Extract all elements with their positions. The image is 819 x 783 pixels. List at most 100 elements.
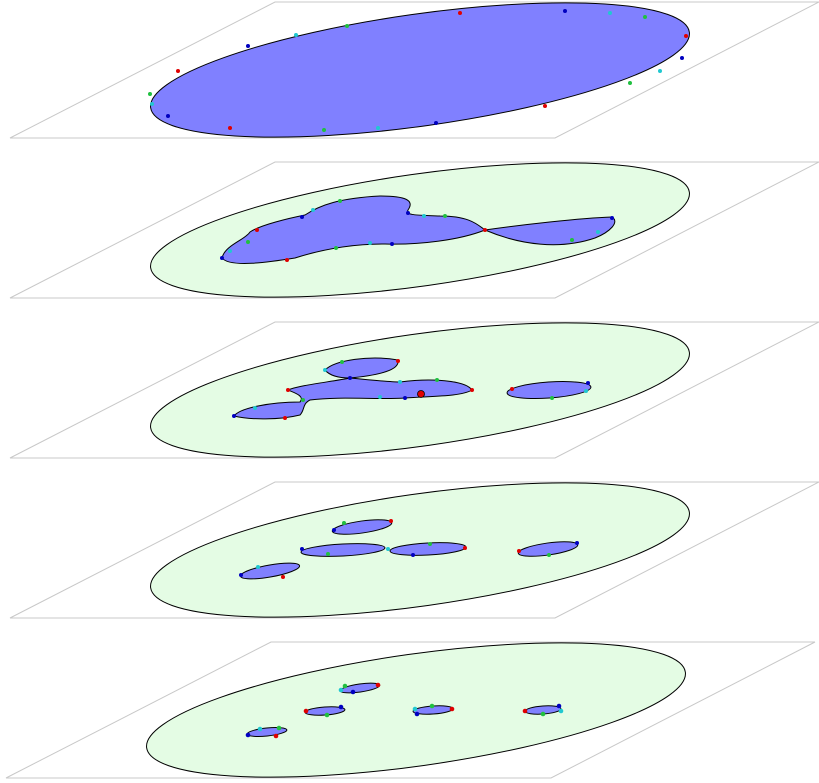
plane xyxy=(5,641,816,779)
point xyxy=(510,387,514,391)
point xyxy=(376,126,380,130)
point xyxy=(429,703,435,709)
point xyxy=(680,56,684,60)
point xyxy=(406,211,410,215)
blob xyxy=(150,2,690,138)
point xyxy=(350,689,356,695)
point xyxy=(228,126,232,130)
point xyxy=(628,81,632,85)
layer xyxy=(9,1,819,139)
boundary-points xyxy=(245,682,564,739)
point xyxy=(386,547,390,551)
point xyxy=(232,414,236,418)
point xyxy=(414,711,420,717)
point xyxy=(586,381,590,385)
point xyxy=(253,406,257,410)
point xyxy=(658,69,662,73)
point xyxy=(368,241,372,245)
point xyxy=(390,242,394,246)
blob xyxy=(506,380,592,400)
point xyxy=(684,34,688,38)
point xyxy=(283,416,287,420)
point xyxy=(257,726,263,732)
point xyxy=(301,398,305,402)
point xyxy=(434,121,438,125)
point xyxy=(463,546,467,550)
point xyxy=(483,228,487,232)
point xyxy=(246,44,250,48)
plane xyxy=(9,1,819,139)
point xyxy=(458,11,462,15)
point xyxy=(435,378,439,382)
point xyxy=(245,732,251,738)
point xyxy=(176,69,180,73)
point xyxy=(294,33,298,37)
point xyxy=(286,388,290,392)
point xyxy=(412,706,418,712)
point xyxy=(300,215,304,219)
point xyxy=(547,553,551,557)
point xyxy=(517,549,521,553)
point xyxy=(345,24,349,28)
point xyxy=(558,708,564,714)
point xyxy=(428,542,432,546)
point xyxy=(556,703,562,709)
point xyxy=(608,11,612,15)
point xyxy=(403,396,407,400)
point xyxy=(584,389,588,393)
point xyxy=(148,92,152,96)
point xyxy=(348,376,352,380)
point xyxy=(540,711,546,717)
boundary-points xyxy=(148,9,688,132)
point xyxy=(449,706,455,712)
boundary-points xyxy=(232,359,590,420)
point xyxy=(643,15,647,19)
point xyxy=(324,712,330,718)
point xyxy=(563,9,567,13)
point xyxy=(166,114,170,118)
point xyxy=(411,553,415,557)
point xyxy=(273,733,279,739)
point xyxy=(550,396,554,400)
point xyxy=(470,388,474,392)
point xyxy=(417,390,425,398)
point xyxy=(285,258,289,262)
point xyxy=(255,228,259,232)
point xyxy=(389,519,393,523)
layer xyxy=(9,321,819,459)
boundary-points xyxy=(239,519,579,579)
point xyxy=(342,521,346,525)
point xyxy=(326,552,330,556)
point xyxy=(443,214,447,218)
point xyxy=(246,240,250,244)
point xyxy=(220,256,224,260)
plane xyxy=(9,161,819,299)
point xyxy=(256,565,260,569)
blob xyxy=(300,543,386,557)
point xyxy=(322,128,326,132)
point xyxy=(303,708,309,714)
point xyxy=(281,575,285,579)
layer xyxy=(9,481,819,619)
point xyxy=(575,541,579,545)
point xyxy=(398,380,402,384)
point xyxy=(323,368,327,372)
point xyxy=(610,216,614,220)
point xyxy=(332,528,336,532)
point xyxy=(338,199,342,203)
point xyxy=(338,687,344,693)
point xyxy=(378,395,382,399)
point xyxy=(338,704,344,710)
point xyxy=(228,249,232,253)
point xyxy=(342,683,348,689)
point xyxy=(311,208,315,212)
point xyxy=(543,104,547,108)
boundary-points xyxy=(220,199,614,262)
plane xyxy=(9,321,819,459)
point xyxy=(422,214,426,218)
point xyxy=(334,246,338,250)
point xyxy=(239,573,243,577)
plane xyxy=(9,481,819,619)
